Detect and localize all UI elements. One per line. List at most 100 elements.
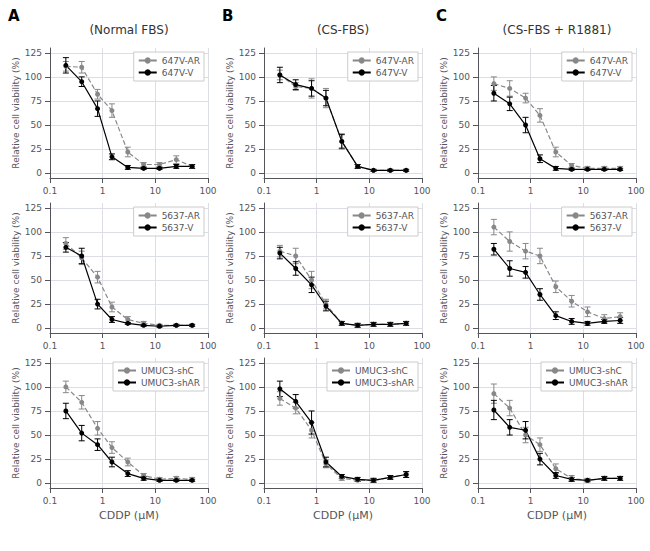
svg-text:Relative cell viability (%): Relative cell viability (%) xyxy=(11,212,21,323)
svg-text:A: A xyxy=(8,7,20,25)
svg-text:5637-AR: 5637-AR xyxy=(376,211,414,221)
svg-text:75: 75 xyxy=(245,406,256,416)
svg-text:100: 100 xyxy=(413,341,430,351)
svg-text:UMUC3-shC: UMUC3-shC xyxy=(355,366,408,376)
svg-text:50: 50 xyxy=(459,275,471,285)
svg-text:647V-V: 647V-V xyxy=(162,68,195,78)
svg-text:0: 0 xyxy=(464,478,470,488)
svg-text:0.1: 0.1 xyxy=(471,341,485,351)
svg-text:0: 0 xyxy=(36,478,42,488)
svg-text:125: 125 xyxy=(25,48,42,58)
svg-text:0.1: 0.1 xyxy=(471,496,485,506)
svg-text:50: 50 xyxy=(31,275,43,285)
svg-text:*: * xyxy=(560,273,567,288)
svg-text:(Normal FBS): (Normal FBS) xyxy=(89,23,168,37)
svg-text:125: 125 xyxy=(453,203,470,213)
svg-text:100: 100 xyxy=(453,227,470,237)
svg-text:100: 100 xyxy=(25,382,42,392)
svg-text:125: 125 xyxy=(25,358,42,368)
svg-text:1: 1 xyxy=(528,186,534,196)
svg-text:UMUC3-shAR: UMUC3-shAR xyxy=(569,378,628,388)
svg-text:125: 125 xyxy=(239,203,256,213)
svg-text:Relative cell viability (%): Relative cell viability (%) xyxy=(439,57,449,168)
svg-text:*: * xyxy=(102,418,109,433)
svg-text:1: 1 xyxy=(314,341,320,351)
svg-text:647V-AR: 647V-AR xyxy=(590,56,628,66)
svg-text:100: 100 xyxy=(627,341,644,351)
svg-text:Relative cell viability (%): Relative cell viability (%) xyxy=(225,367,235,478)
svg-text:5637-V: 5637-V xyxy=(376,223,409,233)
svg-text:25: 25 xyxy=(459,454,470,464)
svg-text:0.1: 0.1 xyxy=(257,341,271,351)
svg-text:50: 50 xyxy=(245,430,257,440)
svg-text:10: 10 xyxy=(364,496,376,506)
svg-text:10: 10 xyxy=(364,341,376,351)
svg-text:*: * xyxy=(116,289,123,304)
svg-text:0: 0 xyxy=(250,478,256,488)
svg-text:0.1: 0.1 xyxy=(257,186,271,196)
svg-text:647V-AR: 647V-AR xyxy=(162,56,200,66)
svg-text:CDDP (μM): CDDP (μM) xyxy=(99,509,159,522)
svg-text:75: 75 xyxy=(245,251,256,261)
svg-text:1: 1 xyxy=(100,496,106,506)
svg-text:50: 50 xyxy=(31,430,43,440)
svg-text:25: 25 xyxy=(459,144,470,154)
svg-text:100: 100 xyxy=(239,227,256,237)
svg-text:100: 100 xyxy=(239,72,256,82)
svg-text:CDDP (μM): CDDP (μM) xyxy=(313,509,373,522)
svg-text:*: * xyxy=(132,307,139,322)
svg-text:0.1: 0.1 xyxy=(43,186,57,196)
svg-text:50: 50 xyxy=(245,120,257,130)
svg-text:0.1: 0.1 xyxy=(471,186,485,196)
svg-text:Relative cell viability (%): Relative cell viability (%) xyxy=(439,212,449,323)
svg-text:10: 10 xyxy=(578,186,590,196)
svg-text:75: 75 xyxy=(31,406,42,416)
svg-text:100: 100 xyxy=(25,72,42,82)
svg-text:*: * xyxy=(530,237,537,252)
svg-text:50: 50 xyxy=(31,120,43,130)
svg-text:647V-V: 647V-V xyxy=(590,68,623,78)
svg-text:1: 1 xyxy=(528,496,534,506)
svg-text:B: B xyxy=(222,7,233,25)
svg-text:5637-AR: 5637-AR xyxy=(162,211,200,221)
svg-text:10: 10 xyxy=(364,186,376,196)
svg-text:(CS-FBS): (CS-FBS) xyxy=(317,23,369,37)
svg-text:75: 75 xyxy=(31,251,42,261)
svg-text:100: 100 xyxy=(25,227,42,237)
svg-text:10: 10 xyxy=(150,341,162,351)
svg-text:75: 75 xyxy=(459,406,470,416)
svg-text:10: 10 xyxy=(150,496,162,506)
svg-text:UMUC3-shAR: UMUC3-shAR xyxy=(355,378,414,388)
svg-text:25: 25 xyxy=(245,144,256,154)
svg-text:5637-V: 5637-V xyxy=(590,223,623,233)
svg-text:75: 75 xyxy=(459,251,470,261)
svg-text:0: 0 xyxy=(36,323,42,333)
svg-text:75: 75 xyxy=(459,96,470,106)
svg-text:50: 50 xyxy=(459,120,471,130)
svg-text:*: * xyxy=(576,467,583,482)
svg-text:50: 50 xyxy=(245,275,257,285)
svg-text:125: 125 xyxy=(25,203,42,213)
svg-text:0: 0 xyxy=(250,168,256,178)
svg-text:*: * xyxy=(544,100,551,115)
svg-text:100: 100 xyxy=(199,341,216,351)
svg-text:100: 100 xyxy=(627,186,644,196)
svg-text:Relative cell viability (%): Relative cell viability (%) xyxy=(439,367,449,478)
svg-text:1: 1 xyxy=(314,496,320,506)
svg-text:0: 0 xyxy=(464,168,470,178)
svg-text:*: * xyxy=(576,287,583,302)
svg-text:1: 1 xyxy=(528,341,534,351)
svg-text:25: 25 xyxy=(31,144,42,154)
svg-text:100: 100 xyxy=(199,496,216,506)
svg-text:5637-V: 5637-V xyxy=(162,223,195,233)
svg-text:100: 100 xyxy=(627,496,644,506)
svg-text:10: 10 xyxy=(578,496,590,506)
svg-text:Relative cell viability (%): Relative cell viability (%) xyxy=(11,57,21,168)
svg-text:50: 50 xyxy=(459,430,471,440)
svg-text:0.1: 0.1 xyxy=(43,341,57,351)
svg-text:100: 100 xyxy=(239,382,256,392)
svg-text:1: 1 xyxy=(314,186,320,196)
svg-text:0: 0 xyxy=(36,168,42,178)
svg-text:647V-AR: 647V-AR xyxy=(376,56,414,66)
svg-text:100: 100 xyxy=(453,382,470,392)
